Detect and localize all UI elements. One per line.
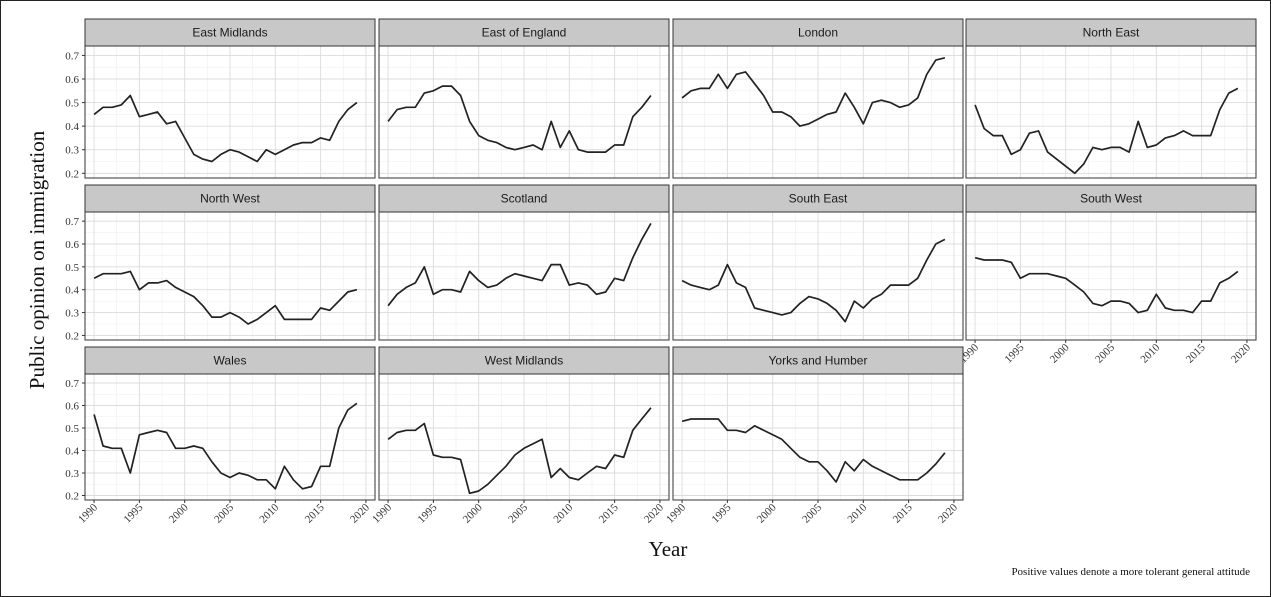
y-tick-label: 0.5 [65, 262, 79, 274]
facet-strip [84, 346, 376, 375]
series-line [93, 402, 358, 490]
facet-panel: South East [672, 184, 964, 341]
series-line [974, 256, 1239, 314]
series-line [681, 238, 946, 323]
series-line [387, 222, 652, 307]
x-tick-label: 2005 [1093, 341, 1117, 365]
facet-strip [378, 184, 670, 213]
facet-panel: North West 0.2 0.3 0.4 0.5 0.6 0.7 [65, 184, 376, 342]
facet-panel: Scotland [378, 184, 670, 341]
panel-border [672, 211, 964, 341]
facet-panel: West Midlands 1990 1995 2000 2005 2010 2015 202… [370, 346, 670, 526]
facet-strip [378, 346, 670, 375]
series-line [974, 87, 1239, 175]
panel-border [84, 211, 376, 341]
y-tick-label: 0.3 [65, 468, 79, 480]
y-tick-label: 0.5 [65, 98, 79, 110]
series-line [387, 85, 652, 153]
panel-border [378, 45, 670, 179]
facet-strip [965, 18, 1257, 47]
y-tick-label: 0.7 [65, 50, 79, 62]
x-tick-label: 2020 [1229, 341, 1253, 365]
x-tick-label: 1995 [709, 501, 733, 525]
series-line [681, 418, 946, 483]
facet-title: Scotland [501, 192, 548, 206]
x-tick-label: 2000 [1048, 341, 1072, 365]
facet-strip [84, 184, 376, 213]
y-tick-label: 0.3 [65, 308, 79, 320]
y-tick-label: 0.4 [65, 285, 79, 297]
x-tick-label: 1990 [664, 501, 688, 525]
x-tick-label: 2000 [167, 501, 191, 525]
chart-note: Positive values denote a more tolerant g… [1011, 566, 1250, 578]
x-tick-label: 1995 [415, 501, 439, 525]
facet-panel: Wales 0.2 0.3 0.4 0.5 0.6 0.7 1990 1995 2000 2005 2… [65, 346, 376, 526]
x-tick-label: 2020 [348, 501, 372, 525]
y-tick-label: 0.6 [65, 239, 79, 251]
facet-strip [672, 18, 964, 47]
x-tick-label: 2005 [212, 501, 236, 525]
y-tick-label: 0.6 [65, 401, 79, 413]
y-tick-label: 0.2 [65, 491, 79, 503]
x-tick-label: 2015 [1184, 341, 1208, 365]
x-tick-label: 2010 [551, 501, 575, 525]
facet-strip [378, 18, 670, 47]
x-tick-label: 2010 [845, 501, 869, 525]
x-tick-label: 2000 [461, 501, 485, 525]
panel-border [672, 45, 964, 179]
y-tick-label: 0.7 [65, 216, 79, 228]
x-tick-label: 2005 [800, 501, 824, 525]
panel-border [378, 211, 670, 341]
y-tick-label: 0.2 [65, 168, 79, 180]
x-tick-label: 2020 [642, 501, 666, 525]
x-tick-label: 1995 [1002, 341, 1026, 365]
x-axis-title: Year [649, 537, 688, 561]
facet-title: North East [1083, 26, 1140, 40]
facet-title: South East [789, 192, 848, 206]
x-tick-label: 2010 [1138, 341, 1162, 365]
series-line [387, 407, 652, 495]
facet-title: Yorks and Humber [769, 354, 868, 368]
panel-border [84, 45, 376, 179]
facet-panel: Yorks and Humber 1990 1995 2000 2005 2010 2015… [664, 346, 964, 526]
facet-title: Wales [214, 354, 247, 368]
x-tick-label: 2005 [506, 501, 530, 525]
y-tick-label: 0.5 [65, 423, 79, 435]
x-tick-label: 2015 [303, 501, 327, 525]
y-tick-label: 0.3 [65, 145, 79, 157]
y-axis-title: Public opinion on immigration [25, 130, 49, 389]
facet-title: North West [200, 192, 260, 206]
y-tick-label: 0.2 [65, 330, 79, 342]
facet-panel: East of England [378, 18, 670, 179]
series-line [93, 270, 358, 325]
x-tick-label: 2010 [257, 501, 281, 525]
facet-title: London [798, 26, 838, 40]
facet-title: South West [1080, 192, 1142, 206]
facet-panel: London [672, 18, 964, 179]
series-line [93, 94, 358, 163]
y-tick-label: 0.4 [65, 446, 79, 458]
y-tick-label: 0.4 [65, 121, 79, 133]
x-tick-label: 2015 [597, 501, 621, 525]
facet-title: East Midlands [192, 26, 267, 40]
x-tick-label: 2020 [936, 501, 960, 525]
facet-title: East of England [482, 26, 567, 40]
facet-panel: East Midlands 0.2 0.3 0.4 0.5 0.6 0.7 [65, 18, 376, 180]
x-tick-label: 1990 [76, 501, 100, 525]
x-tick-label: 1995 [121, 501, 145, 525]
facet-title: West Midlands [485, 354, 563, 368]
series-line [681, 56, 946, 127]
facet-strip [672, 184, 964, 213]
y-tick-label: 0.7 [65, 378, 79, 390]
facet-strip [672, 346, 964, 375]
panel-border [965, 45, 1257, 179]
x-tick-label: 1990 [370, 501, 394, 525]
y-tick-label: 0.6 [65, 74, 79, 86]
x-tick-label: 2000 [755, 501, 779, 525]
x-tick-label: 2015 [891, 501, 915, 525]
facet-panel: North East [965, 18, 1257, 179]
facet-strip [84, 18, 376, 47]
